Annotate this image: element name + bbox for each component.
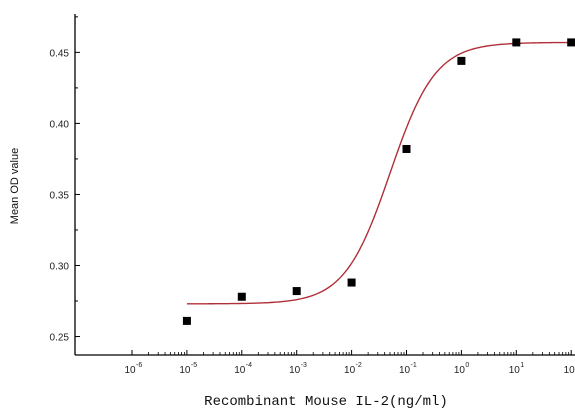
x-tick-label: 10 bbox=[509, 365, 521, 376]
plot-axes bbox=[74, 14, 575, 356]
x-axis-label: Recombinant Mouse IL-2(ng/ml) bbox=[204, 394, 448, 410]
data-point bbox=[182, 316, 191, 325]
data-point bbox=[237, 292, 246, 301]
data-point bbox=[567, 38, 575, 47]
data-point bbox=[512, 38, 521, 47]
x-tick-exponent: 1 bbox=[520, 362, 524, 369]
x-tick-exponent: -4 bbox=[246, 362, 252, 369]
y-tick-label: 0.35 bbox=[50, 190, 70, 201]
y-tick-label: 0.40 bbox=[50, 119, 70, 130]
x-tick-exponent: -3 bbox=[301, 362, 307, 369]
x-tick-exponent: -5 bbox=[191, 362, 197, 369]
x-tick-label: 10 bbox=[344, 365, 356, 376]
data-point bbox=[402, 144, 411, 153]
x-tick-label: 10 bbox=[564, 365, 575, 376]
x-tick-exponent: -2 bbox=[356, 362, 362, 369]
y-tick-label: 0.25 bbox=[50, 333, 70, 344]
x-tick-label: 10 bbox=[179, 365, 191, 376]
data-points bbox=[182, 38, 575, 325]
y-axis-label: Mean OD value bbox=[9, 148, 21, 224]
x-axis-ticks: 10-610-510-410-310-210-1100101102103 bbox=[124, 350, 575, 376]
x-tick-label: 10 bbox=[124, 365, 136, 376]
y-tick-label: 0.30 bbox=[50, 261, 70, 272]
x-tick-exponent: 0 bbox=[465, 362, 469, 369]
x-tick-exponent: -6 bbox=[136, 362, 142, 369]
data-point bbox=[292, 287, 301, 296]
fit-curve bbox=[186, 41, 575, 305]
y-tick-label: 0.45 bbox=[50, 48, 70, 59]
x-tick-label: 10 bbox=[234, 365, 246, 376]
x-tick-label: 10 bbox=[454, 365, 466, 376]
x-tick-label: 10 bbox=[289, 365, 301, 376]
x-tick-exponent: -1 bbox=[411, 362, 417, 369]
data-point bbox=[457, 56, 466, 65]
x-tick-label: 10 bbox=[399, 365, 411, 376]
y-axis-ticks: 0.25 0.30 0.35 0.40 0.45 bbox=[50, 16, 80, 344]
data-point bbox=[347, 278, 356, 287]
